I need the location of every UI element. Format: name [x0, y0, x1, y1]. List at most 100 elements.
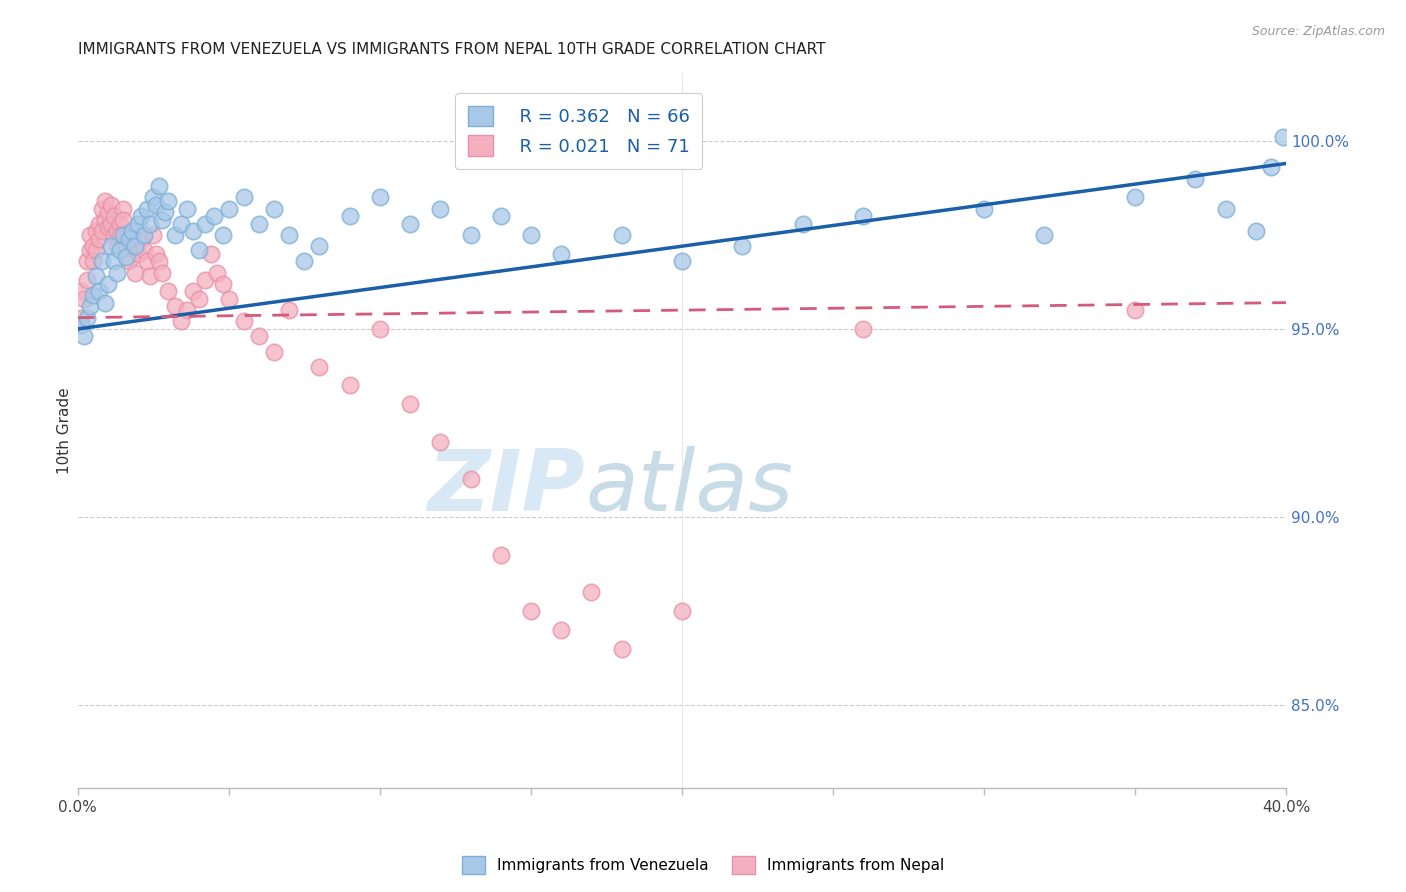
- Point: [1244, 224, 1267, 238]
- Point: [218, 202, 240, 216]
- Point: [142, 227, 165, 242]
- Text: ZIP: ZIP: [427, 446, 585, 529]
- Point: [550, 623, 572, 637]
- Point: [97, 205, 120, 219]
- Point: [118, 232, 141, 246]
- Point: [187, 292, 209, 306]
- Point: [129, 232, 152, 246]
- Point: [87, 285, 110, 299]
- Point: [115, 251, 138, 265]
- Point: [263, 344, 285, 359]
- Point: [1184, 171, 1206, 186]
- Point: [263, 202, 285, 216]
- Point: [460, 472, 482, 486]
- Point: [121, 224, 143, 238]
- Point: [671, 254, 693, 268]
- Point: [84, 243, 107, 257]
- Point: [134, 243, 156, 257]
- Point: [127, 217, 149, 231]
- Point: [91, 224, 114, 238]
- Point: [145, 246, 167, 260]
- Point: [247, 329, 270, 343]
- Point: [112, 212, 135, 227]
- Point: [139, 217, 162, 231]
- Point: [145, 198, 167, 212]
- Point: [155, 205, 177, 219]
- Point: [105, 224, 128, 238]
- Point: [211, 277, 233, 291]
- Point: [91, 202, 114, 216]
- Point: [202, 209, 225, 223]
- Point: [105, 239, 128, 253]
- Point: [84, 224, 107, 238]
- Point: [148, 179, 170, 194]
- Legend: Immigrants from Venezuela, Immigrants from Nepal: Immigrants from Venezuela, Immigrants fr…: [456, 850, 950, 880]
- Point: [368, 190, 391, 204]
- Point: [148, 254, 170, 268]
- Point: [852, 322, 875, 336]
- Point: [247, 217, 270, 231]
- Point: [103, 227, 125, 242]
- Point: [581, 585, 603, 599]
- Point: [520, 227, 543, 242]
- Text: IMMIGRANTS FROM VENEZUELA VS IMMIGRANTS FROM NEPAL 10TH GRADE CORRELATION CHART: IMMIGRANTS FROM VENEZUELA VS IMMIGRANTS …: [77, 42, 825, 57]
- Point: [429, 434, 451, 449]
- Point: [278, 227, 301, 242]
- Point: [121, 239, 143, 253]
- Point: [142, 190, 165, 204]
- Point: [489, 548, 512, 562]
- Point: [489, 209, 512, 223]
- Point: [610, 641, 633, 656]
- Point: [97, 220, 120, 235]
- Point: [105, 266, 128, 280]
- Point: [278, 303, 301, 318]
- Point: [169, 314, 191, 328]
- Point: [205, 266, 228, 280]
- Point: [1123, 190, 1146, 204]
- Point: [157, 194, 180, 208]
- Point: [136, 202, 159, 216]
- Point: [108, 217, 131, 231]
- Point: [73, 292, 96, 306]
- Point: [136, 254, 159, 268]
- Point: [129, 209, 152, 223]
- Point: [139, 269, 162, 284]
- Point: [82, 288, 104, 302]
- Point: [100, 217, 122, 231]
- Point: [87, 232, 110, 246]
- Legend:   R = 0.362   N = 66,   R = 0.021   N = 71: R = 0.362 N = 66, R = 0.021 N = 71: [456, 93, 702, 169]
- Point: [70, 310, 93, 325]
- Point: [73, 329, 96, 343]
- Point: [100, 198, 122, 212]
- Point: [610, 227, 633, 242]
- Point: [1215, 202, 1237, 216]
- Point: [339, 378, 361, 392]
- Point: [79, 299, 101, 313]
- Point: [308, 359, 330, 374]
- Point: [70, 285, 93, 299]
- Point: [91, 254, 114, 268]
- Point: [200, 246, 222, 260]
- Point: [124, 266, 146, 280]
- Y-axis label: 10th Grade: 10th Grade: [58, 387, 72, 474]
- Point: [187, 243, 209, 257]
- Point: [852, 209, 875, 223]
- Point: [152, 212, 174, 227]
- Point: [118, 254, 141, 268]
- Text: Source: ZipAtlas.com: Source: ZipAtlas.com: [1251, 25, 1385, 38]
- Point: [103, 254, 125, 268]
- Point: [127, 246, 149, 260]
- Point: [108, 227, 131, 242]
- Point: [1123, 303, 1146, 318]
- Point: [163, 299, 186, 313]
- Point: [87, 217, 110, 231]
- Point: [94, 194, 117, 208]
- Point: [100, 239, 122, 253]
- Point: [76, 273, 98, 287]
- Point: [176, 202, 198, 216]
- Point: [82, 254, 104, 268]
- Point: [211, 227, 233, 242]
- Point: [792, 217, 814, 231]
- Point: [94, 212, 117, 227]
- Point: [152, 266, 174, 280]
